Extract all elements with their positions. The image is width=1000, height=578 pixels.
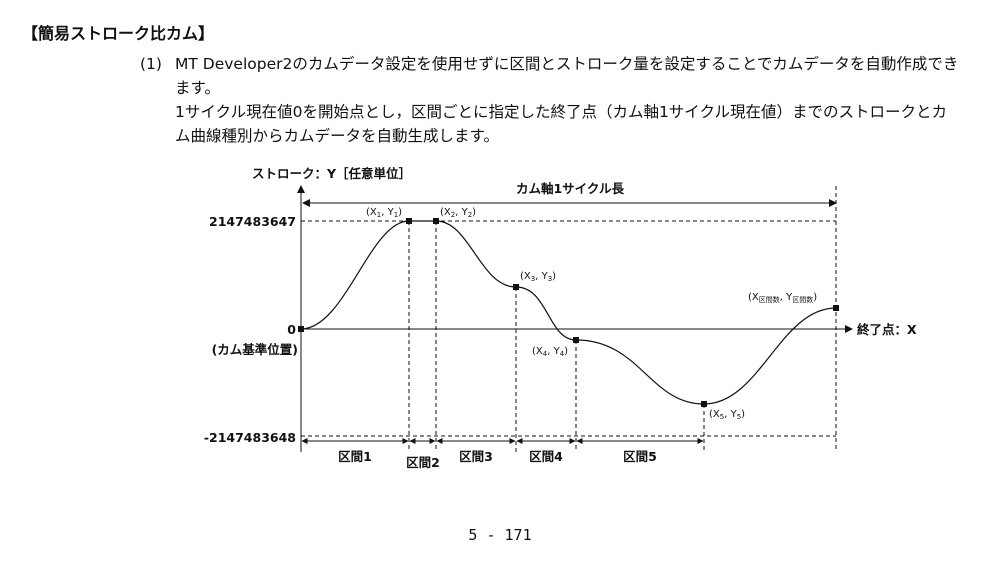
point-label-5: (X5, Y5): [709, 409, 745, 421]
section-label-3: 区間3: [459, 449, 493, 464]
vertical-guides: [408, 186, 837, 452]
section-label-4: 区間4: [529, 449, 563, 464]
point-label-last: (X区間数, Y区間数): [748, 292, 817, 304]
item-body: MT Developer2のカムデータ設定を使用せずに区間とストローク量を設定す…: [175, 52, 960, 148]
section-label-2: 区間2: [406, 455, 440, 470]
cam-curve: [300, 220, 837, 405]
section-label-1: 区間1: [338, 449, 372, 464]
list-item-1: (1) MT Developer2のカムデータ設定を使用せずに区間とストローク量…: [140, 52, 960, 148]
page-number: 5 - 171: [468, 526, 532, 544]
paragraph-2: 1サイクル現在値0を開始点とし，区間ごとに指定した終了点（カム軸1サイクル現在値…: [175, 103, 948, 145]
item-number: (1): [140, 55, 162, 73]
paragraph-1: MT Developer2のカムデータ設定を使用せずに区間とストローク量を設定す…: [175, 55, 959, 97]
y-zero-label: 0: [287, 322, 296, 337]
point-label-2: (X2, Y2): [440, 207, 476, 219]
cycle-length-label: カム軸1サイクル長: [516, 181, 625, 196]
x-axis-label: 終了点：X: [857, 322, 917, 337]
cam-points: [298, 218, 839, 407]
y-zero-sub-label: (カム基準位置): [212, 342, 298, 357]
section-heading: 【簡易ストローク比カム】: [22, 24, 215, 43]
y-axis-label: ストローク：Y［任意単位］: [252, 166, 411, 181]
y-min-label: -2147483648: [204, 430, 296, 445]
y-max-label: 2147483647: [209, 214, 296, 229]
point-label-4: (X4, Y4): [532, 346, 568, 358]
point-label-3: (X3, Y3): [520, 271, 556, 283]
point-label-1: (X1, Y1): [366, 207, 402, 219]
section-label-5: 区間5: [623, 449, 657, 464]
